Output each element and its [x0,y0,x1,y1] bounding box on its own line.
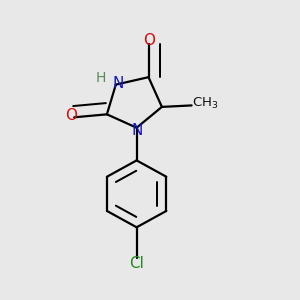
Text: N: N [112,76,124,91]
Text: H: H [95,71,106,85]
Text: O: O [64,108,76,123]
Text: Cl: Cl [129,256,144,271]
Text: N: N [131,123,143,138]
Text: O: O [143,33,155,48]
Text: CH$_3$: CH$_3$ [192,96,219,112]
